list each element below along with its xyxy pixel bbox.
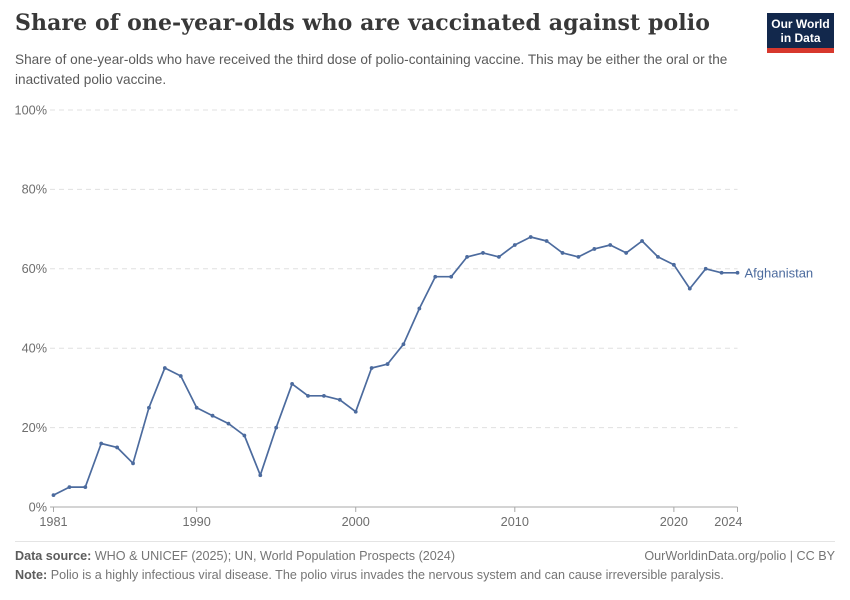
x-axis-tick-label: 2024 — [714, 515, 742, 529]
data-point — [353, 409, 358, 414]
x-axis-tick-label: 2010 — [501, 515, 529, 529]
note-label: Note: — [15, 568, 48, 582]
data-point — [385, 362, 390, 366]
data-point — [576, 254, 581, 259]
data-point — [322, 393, 326, 398]
data-point — [719, 270, 724, 275]
data-point — [544, 239, 549, 243]
data-point — [703, 266, 708, 271]
data-point — [560, 251, 565, 255]
page-title: Share of one-year-olds who are vaccinate… — [15, 10, 710, 36]
y-axis-tick-label: 60% — [22, 262, 47, 276]
data-point — [735, 270, 740, 275]
note-text: Polio is a highly infectious viral disea… — [50, 568, 724, 582]
data-source-text: WHO & UNICEF (2025); UN, World Populatio… — [94, 549, 456, 563]
data-point — [210, 413, 215, 418]
data-point — [67, 485, 72, 490]
data-point — [274, 425, 279, 430]
x-axis-tick-label: 2000 — [342, 515, 370, 529]
y-axis-tick-label: 80% — [22, 183, 47, 197]
data-point — [465, 254, 469, 259]
data-point — [162, 366, 167, 370]
owid-logo-stripe — [767, 48, 834, 53]
data-point — [147, 405, 151, 410]
data-point — [592, 247, 597, 251]
data-point — [369, 366, 374, 370]
data-point — [528, 235, 533, 239]
data-point — [226, 421, 231, 426]
data-point — [687, 286, 692, 291]
data-point — [624, 251, 629, 255]
note-line: Note: Polio is a highly infectious viral… — [15, 568, 835, 582]
owid-logo-text: Our World in Data — [767, 13, 834, 48]
data-point — [337, 397, 342, 402]
owid-logo[interactable]: Our World in Data — [767, 13, 834, 53]
line-chart: 0% 20% 40% 60% 80% 100% 1981 1990 2000 2010 2020 20… — [15, 103, 814, 529]
data-point — [656, 254, 660, 259]
y-axis-tick-label: 100% — [15, 103, 47, 117]
x-axis-tick-label: 2020 — [660, 515, 688, 529]
data-point — [290, 382, 295, 386]
page-subtitle: Share of one-year-olds who have received… — [15, 52, 728, 87]
data-point — [306, 393, 310, 398]
data-point — [608, 243, 613, 247]
y-axis-tick-label: 20% — [22, 421, 47, 435]
data-point — [671, 262, 676, 267]
data-point — [99, 441, 104, 446]
data-point — [242, 433, 247, 438]
attribution-link[interactable]: OurWorldinData.org/polio | CC BY — [644, 549, 835, 563]
data-point — [496, 254, 501, 259]
y-axis-tick-label: 0% — [29, 500, 47, 514]
data-point — [194, 405, 199, 410]
x-axis-tick-label: 1981 — [39, 515, 67, 529]
data-line — [52, 236, 739, 496]
data-point — [83, 485, 88, 490]
data-point — [433, 274, 438, 279]
data-point — [51, 493, 56, 497]
data-point — [401, 342, 406, 347]
chart-footer: Data source: WHO & UNICEF (2025); UN, Wo… — [15, 541, 835, 582]
y-axis-tick-label: 40% — [22, 342, 47, 356]
data-point — [258, 473, 263, 478]
data-point — [481, 251, 485, 255]
data-source-label: Data source: — [15, 549, 92, 563]
data-point — [131, 461, 135, 466]
series-end-label: Afghanistan — [745, 265, 814, 280]
data-point — [640, 239, 644, 243]
data-point — [449, 274, 454, 279]
data-point — [178, 374, 183, 378]
data-point — [417, 306, 422, 311]
x-axis-tick-label: 1990 — [183, 515, 211, 529]
data-source-line: Data source: WHO & UNICEF (2025); UN, Wo… — [15, 549, 455, 563]
data-point — [115, 445, 120, 450]
data-point — [512, 243, 517, 247]
